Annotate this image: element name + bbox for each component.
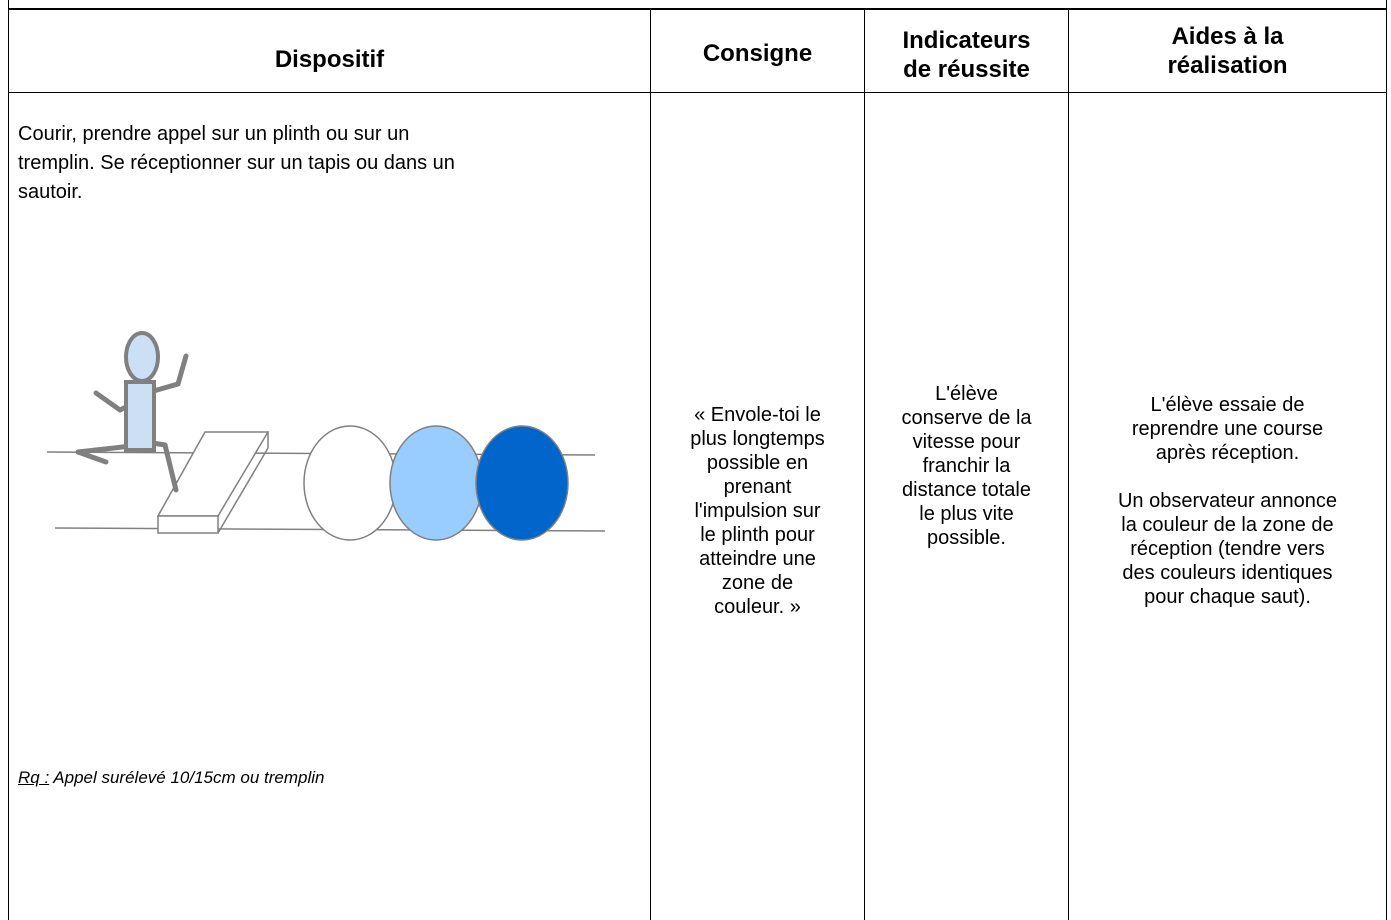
text-line: des couleurs identiques	[1122, 562, 1333, 584]
text-line: possible en	[706, 452, 809, 474]
header-line: Dispositif	[274, 45, 385, 73]
indicateurs-cell: L'élève conserve de la vitesse pour franchi…	[865, 93, 1068, 919]
header-cell: Aides à la réalisation	[1069, 10, 1386, 92]
header-cell: Indicateurs de réussite	[865, 10, 1068, 92]
header-line: de réussite	[903, 56, 1030, 83]
text-line: vitesse pour	[912, 431, 1021, 453]
header-cell: Consigne	[651, 10, 864, 92]
border	[864, 8, 865, 920]
note-label: Rq :	[18, 768, 50, 787]
text-line: sautoir.	[18, 181, 83, 203]
border	[1068, 8, 1069, 920]
text-line: couleur. »	[714, 596, 801, 618]
consigne-cell: « Envole-toi le plus longtemps possible en…	[651, 93, 864, 919]
header-line: Indicateurs	[902, 27, 1031, 54]
text-line: franchir la	[922, 455, 1011, 477]
text-line: prenant	[723, 476, 792, 498]
text-line: zone de	[721, 572, 794, 594]
border	[650, 8, 651, 920]
paragraph: Un observateur annonce la couleur de la z…	[1118, 489, 1337, 609]
note: Rq : Appel surélevé 10/15cm ou tremplin	[18, 768, 324, 788]
border	[8, 0, 9, 920]
text-line: la couleur de la zone de	[1121, 514, 1334, 536]
header-line: Aides à la	[1171, 23, 1284, 50]
border	[1386, 0, 1387, 920]
header-cell: Dispositif	[9, 10, 650, 92]
text-line: réception (tendre vers	[1130, 538, 1325, 560]
aides-cell: L'élève essaie de reprendre une course apr…	[1069, 93, 1386, 919]
text-line: reprendre une course	[1131, 418, 1324, 440]
text-line: pour chaque saut).	[1144, 586, 1311, 608]
text-line: après réception.	[1155, 442, 1300, 464]
dispositif-text: Courir, prendre appel sur un plinth ou s…	[18, 120, 638, 207]
text-line: distance totale	[902, 479, 1031, 501]
illustration	[46, 331, 606, 541]
border	[8, 92, 1387, 93]
text-line: Courir, prendre appel sur un plinth ou s…	[18, 123, 410, 145]
text-line: tremplin. Se réceptionner sur un tapis o…	[18, 152, 455, 174]
text-line: plus longtemps	[690, 428, 825, 450]
text-line: le plus vite	[919, 503, 1014, 525]
text-line: l'impulsion sur	[694, 500, 821, 522]
header-line: réalisation	[1167, 52, 1288, 79]
text-line: atteindre une	[699, 548, 816, 570]
text-line: « Envole-toi le	[694, 404, 821, 426]
text-line: possible.	[927, 527, 1006, 549]
note-text: Appel surélevé 10/15cm ou tremplin	[49, 768, 325, 787]
text-line: conserve de la	[901, 407, 1032, 429]
text-line: L'élève	[935, 383, 998, 405]
border	[8, 8, 1387, 10]
text-line: L'élève essaie de	[1150, 394, 1305, 416]
header-line: Consigne	[702, 39, 813, 67]
paragraph: L'élève essaie de reprendre une course apr…	[1132, 393, 1323, 465]
text-line: le plinth pour	[700, 524, 815, 546]
text-line: Un observateur annonce	[1117, 490, 1338, 512]
